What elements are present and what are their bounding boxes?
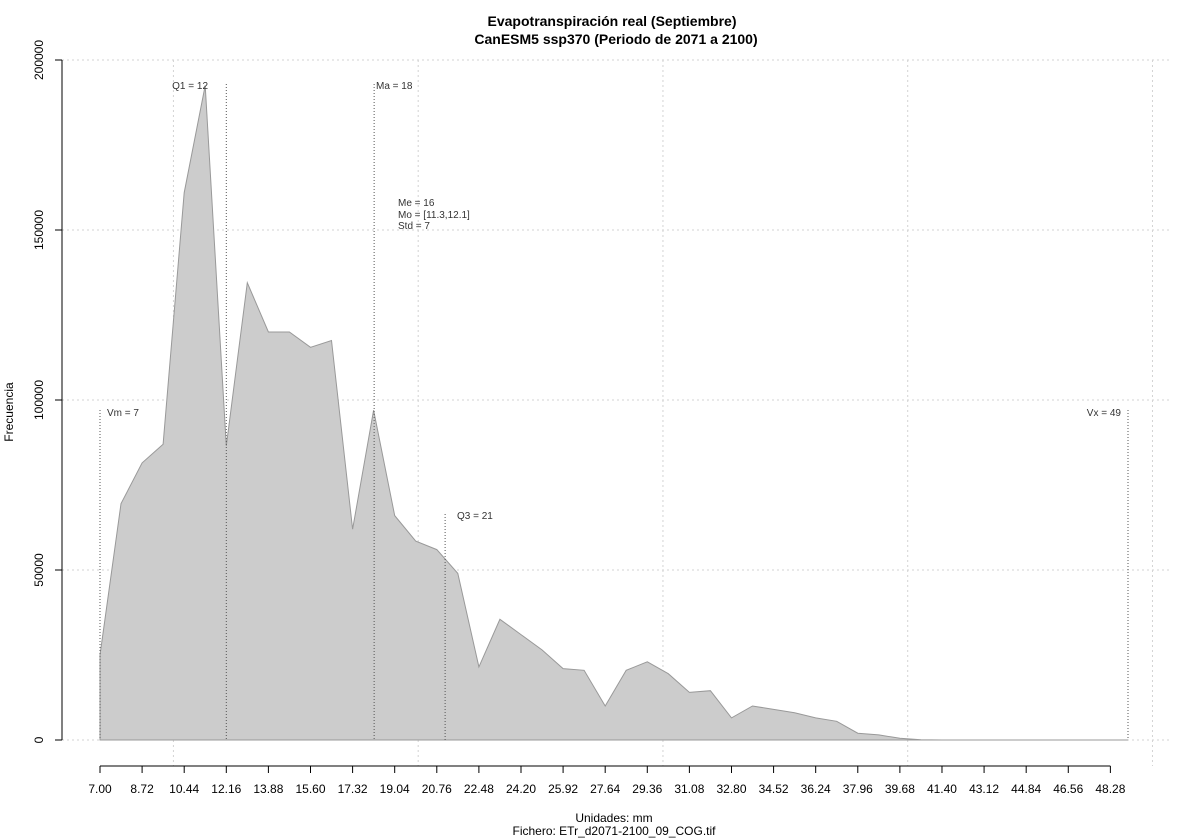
x-tick-label: 31.08 [674,782,704,796]
x-tick-label: 12.16 [211,782,241,796]
annotation-lines [99,84,1129,740]
x-tick-label: 25.92 [548,782,578,796]
annotation-vm: Vm = 7 [107,408,139,419]
x-tick-label: 8.72 [130,782,154,796]
area-series [99,85,1128,741]
x-tick-label: 29.36 [632,782,662,796]
y-tick-label: 150000 [32,210,46,250]
x-tick-label: 10.44 [169,782,199,796]
y-tick-label: 200000 [32,40,46,80]
annotation-ma: Ma = 18 [376,81,413,92]
area-fill [99,85,1128,741]
annotation-q1: Q1 = 12 [172,81,208,92]
x-tick-label: 15.60 [295,782,325,796]
y-axis-label: Frecuencia [2,382,16,442]
chart-subtitle: CanESM5 ssp370 (Periodo de 2071 a 2100) [474,31,757,47]
chart-title: Evapotranspiración real (Septiembre) [488,13,737,29]
x-tick-label: 48.28 [1095,782,1125,796]
x-tick-label: 32.80 [716,782,746,796]
x-tick-label: 19.04 [380,782,410,796]
x-tick-label: 13.88 [253,782,283,796]
x-tick-label: 41.40 [927,782,957,796]
x-tick-label: 46.56 [1053,782,1083,796]
x-tick-label: 44.84 [1011,782,1041,796]
x-tick-label: 36.24 [801,782,831,796]
x-tick-label: 39.68 [885,782,915,796]
x-axis-label: Unidades: mm [575,811,652,825]
y-tick-label: 100000 [32,380,46,420]
annotation-mo: Mo = [11.3,12.1] [398,210,470,221]
annotation-std: Std = 7 [398,221,430,232]
x-tick-label: 43.12 [969,782,999,796]
annotation-q3: Q3 = 21 [457,511,493,522]
chart-caption: Fichero: ETr_d2071-2100_09_COG.tif [513,824,717,838]
x-tick-label: 22.48 [464,782,494,796]
y-tick-label: 50000 [32,553,46,587]
x-tick-label: 27.64 [590,782,620,796]
x-tick-label: 20.76 [422,782,452,796]
x-tick-label: 34.52 [759,782,789,796]
y-axis: 0 50000 100000 150000 200000 [32,40,63,743]
x-tick-label: 37.96 [843,782,873,796]
x-tick-label: 24.20 [506,782,536,796]
annotation-vx: Vx = 49 [1087,408,1122,419]
y-tick-label: 0 [32,736,46,743]
annotation-me: Me = 16 [398,198,435,209]
x-axis: 7.00 8.72 10.44 12.16 13.88 15.60 17.32 19.04 20… [88,765,1126,796]
x-tick-label: 7.00 [88,782,112,796]
x-tick-label: 17.32 [338,782,368,796]
